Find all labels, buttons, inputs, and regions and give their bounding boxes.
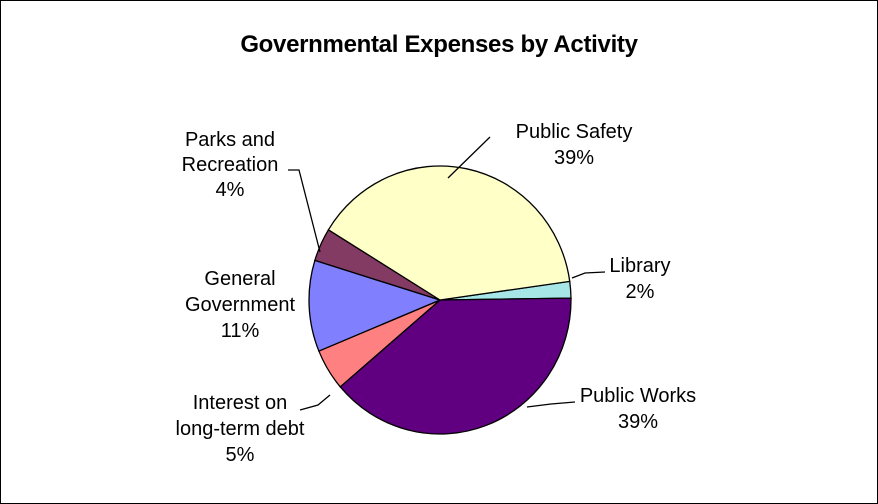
slice-label-line: 11% [221,320,260,342]
slice-label: Parks and Recreation 4% [182,129,279,201]
slice-label: General Government 11% [185,268,295,342]
leader-line [288,169,321,253]
slice-label-line: Parks and [185,129,275,151]
slice-label: Library 2% [609,255,670,303]
slice-labels: Public Safety 39% Library 2% Public Works 39%… [176,121,697,466]
leader-line [526,401,576,408]
slice-label-line: Library [609,255,670,277]
slice-label: Interest on long-term debt 5% [176,392,305,466]
slice-label: Public Safety 39% [516,121,633,169]
slice-label: Public Works 39% [580,385,696,433]
leader-line [571,271,606,279]
slice-label-line: 5% [226,444,255,466]
slice-label-line: 39% [618,411,658,433]
slice-label-line: long-term debt [176,418,305,440]
slice-label-line: Public Safety [516,121,633,143]
slice-label-line: Government [185,294,295,316]
slice-label-line: 4% [216,179,245,201]
slice-label-line: Recreation [182,154,279,176]
pie-slices [308,165,572,435]
slice-label-line: Interest on [193,392,288,414]
chart-title: Governmental Expenses by Activity [240,31,638,58]
pie-slice-general-government [308,259,442,352]
leader-line [447,136,491,179]
leader-line [299,394,331,411]
pie-slice-public-works [339,297,572,435]
slice-label-line: 2% [626,281,655,303]
pie-slice-public-safety [327,165,571,301]
slice-label-line: 39% [554,147,594,169]
leader-lines [288,136,606,411]
slice-label-line: Public Works [580,385,696,407]
slice-label-line: General [204,268,275,290]
